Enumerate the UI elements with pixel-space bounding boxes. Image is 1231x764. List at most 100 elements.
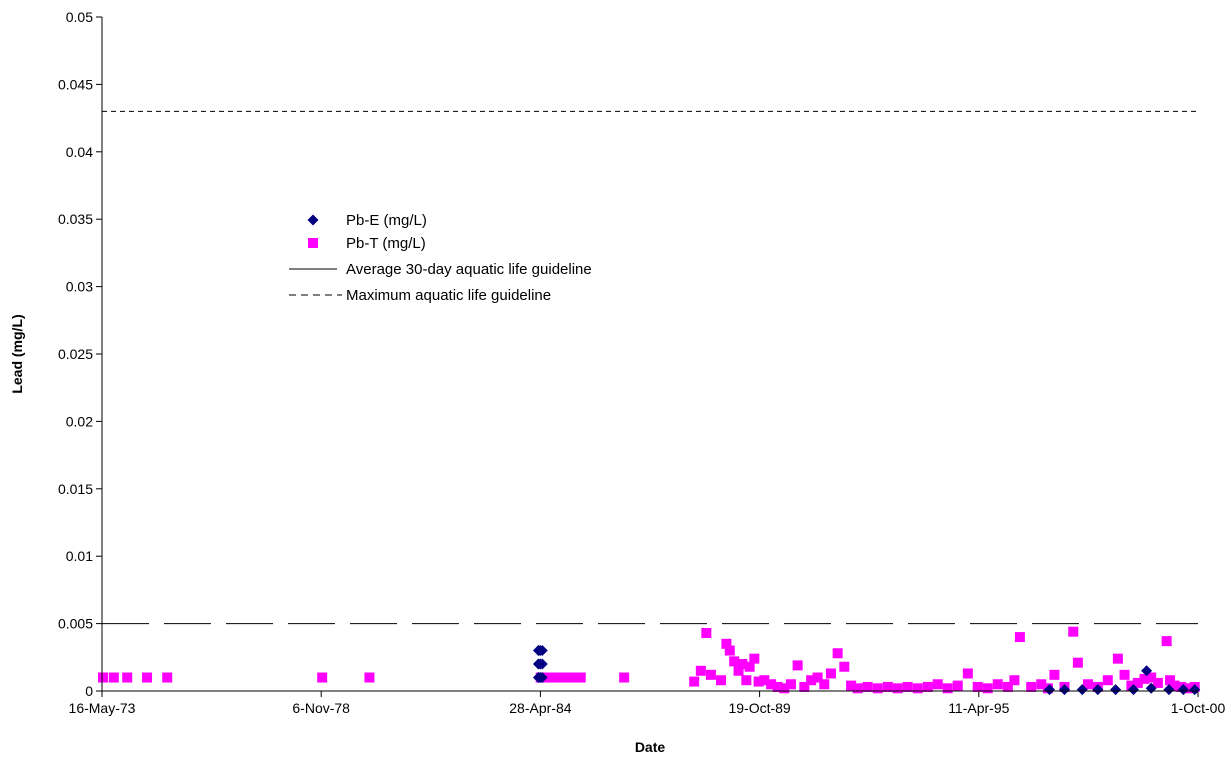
- pb-t-point: [721, 638, 732, 649]
- pb-e-point: [536, 645, 548, 657]
- pb-t-point: [701, 628, 712, 639]
- pb-t-point: [952, 680, 963, 691]
- pb-t-point: [1126, 680, 1137, 691]
- y-tick-label: 0.045: [58, 76, 93, 92]
- pb-e-point: [1141, 665, 1153, 677]
- pb-t-point: [799, 681, 810, 692]
- pb-t-point: [737, 659, 748, 670]
- pb-e-point: [1076, 684, 1088, 696]
- guideline-lines: [102, 110, 1198, 625]
- pb-t-point: [1072, 657, 1083, 668]
- legend-label-maximum-guideline: Maximum aquatic life guideline: [346, 287, 551, 304]
- y-axis-ticks: 0 0.005 0.01 0.015 0.02 0.025 0.03 0.035 0.04 0.0…: [58, 9, 102, 699]
- pb-t-point: [695, 665, 706, 676]
- pb-t-point: [619, 672, 630, 683]
- pb-t-point: [785, 679, 796, 690]
- pb-e-point: [1059, 684, 1071, 696]
- pb-t-point: [846, 680, 857, 691]
- legend-symbol-pb-t: [308, 238, 318, 248]
- pb-t-point: [832, 648, 843, 659]
- legend-label-pb-e: Pb-E (mg/L): [346, 212, 427, 229]
- y-tick-label: 0.05: [66, 9, 93, 25]
- legend-label-pb-t: Pb-T (mg/L): [346, 235, 426, 252]
- x-tick-label: 28-Apr-84: [509, 700, 571, 716]
- pb-t-point: [992, 679, 1003, 690]
- pb-t-point: [1068, 626, 1079, 637]
- x-axis-ticks: 16-May-73 6-Nov-78 28-Apr-84 19-Oct-89 11-Ap…: [69, 691, 1226, 716]
- pb-t-point: [825, 668, 836, 679]
- pb-t-point: [569, 672, 580, 683]
- pb-t-point: [779, 683, 790, 694]
- x-tick-label: 11-Apr-95: [948, 700, 1009, 716]
- pb-t-point: [1119, 669, 1130, 680]
- y-tick-label: 0.02: [66, 413, 93, 429]
- pb-t-point: [912, 683, 923, 694]
- pb-e-point: [1092, 684, 1104, 696]
- pb-t-point: [549, 672, 560, 683]
- pb-t-point: [575, 672, 586, 683]
- y-axis-title: Lead (mg/L): [9, 314, 25, 393]
- pb-t-point: [1169, 680, 1180, 691]
- pb-t-point: [716, 675, 727, 686]
- y-tick-label: 0: [85, 683, 93, 699]
- pb-e-point: [1110, 684, 1122, 696]
- pb-t-point: [1139, 673, 1150, 684]
- pb-t-point: [1102, 675, 1113, 686]
- x-tick-label: 1-Oct-00: [1171, 700, 1226, 716]
- legend-label-average-guideline: Average 30-day aquatic life guideline: [346, 261, 592, 278]
- pb-t-point: [753, 676, 764, 687]
- x-tick-label: 19-Oct-89: [728, 700, 790, 716]
- pb-t-point: [1112, 653, 1123, 664]
- pb-t-point: [759, 675, 770, 686]
- pb-t-point: [97, 672, 108, 683]
- pb-t-point: [1132, 677, 1143, 688]
- pb-t-point: [733, 665, 744, 676]
- pb-t-point: [852, 683, 863, 694]
- pb-t-point: [922, 681, 933, 692]
- pb-e-point: [1177, 684, 1189, 696]
- pb-t-point: [839, 661, 850, 672]
- pb-t-point: [729, 656, 740, 667]
- legend: Pb-E (mg/L) Pb-T (mg/L) Average 30-day a…: [289, 212, 592, 304]
- pb-t-point: [142, 672, 153, 683]
- x-tick-label: 6-Nov-78: [292, 700, 350, 716]
- pb-t-point: [812, 672, 823, 683]
- pb-t-point: [806, 675, 817, 686]
- pb-t-point: [744, 661, 755, 672]
- pb-e-point: [1043, 684, 1055, 696]
- pb-t-point: [1002, 681, 1013, 692]
- pb-t-point: [819, 679, 830, 690]
- pb-t-point: [862, 681, 873, 692]
- pb-t-point: [1009, 675, 1020, 686]
- pb-t-point: [705, 669, 716, 680]
- pb-t-point: [1026, 681, 1037, 692]
- x-axis-title: Date: [635, 739, 666, 755]
- pb-t-point: [766, 679, 777, 690]
- pb-e-point: [1189, 684, 1201, 696]
- data-points: [97, 626, 1201, 696]
- pb-t-point: [162, 672, 173, 683]
- pb-t-point: [108, 672, 119, 683]
- y-tick-label: 0.015: [58, 481, 93, 497]
- pb-t-point: [1146, 672, 1157, 683]
- y-tick-label: 0.005: [58, 616, 93, 632]
- pb-t-point: [1182, 683, 1193, 694]
- pb-t-point: [882, 681, 893, 692]
- y-tick-label: 0.04: [66, 144, 93, 160]
- pb-t-point: [1036, 679, 1047, 690]
- pb-t-point: [902, 681, 913, 692]
- pb-t-point: [364, 672, 375, 683]
- pb-t-point: [892, 683, 903, 694]
- pb-t-point: [1161, 636, 1172, 647]
- pb-t-point: [741, 675, 752, 686]
- pb-t-point: [122, 672, 133, 683]
- pb-t-point: [724, 645, 735, 656]
- pb-t-point: [555, 672, 566, 683]
- pb-e-point: [1163, 684, 1175, 696]
- y-tick-label: 0.01: [66, 548, 93, 564]
- pb-t-point: [972, 681, 983, 692]
- pb-t-point: [317, 672, 328, 683]
- pb-t-point: [1014, 632, 1025, 643]
- pb-t-point: [962, 668, 973, 679]
